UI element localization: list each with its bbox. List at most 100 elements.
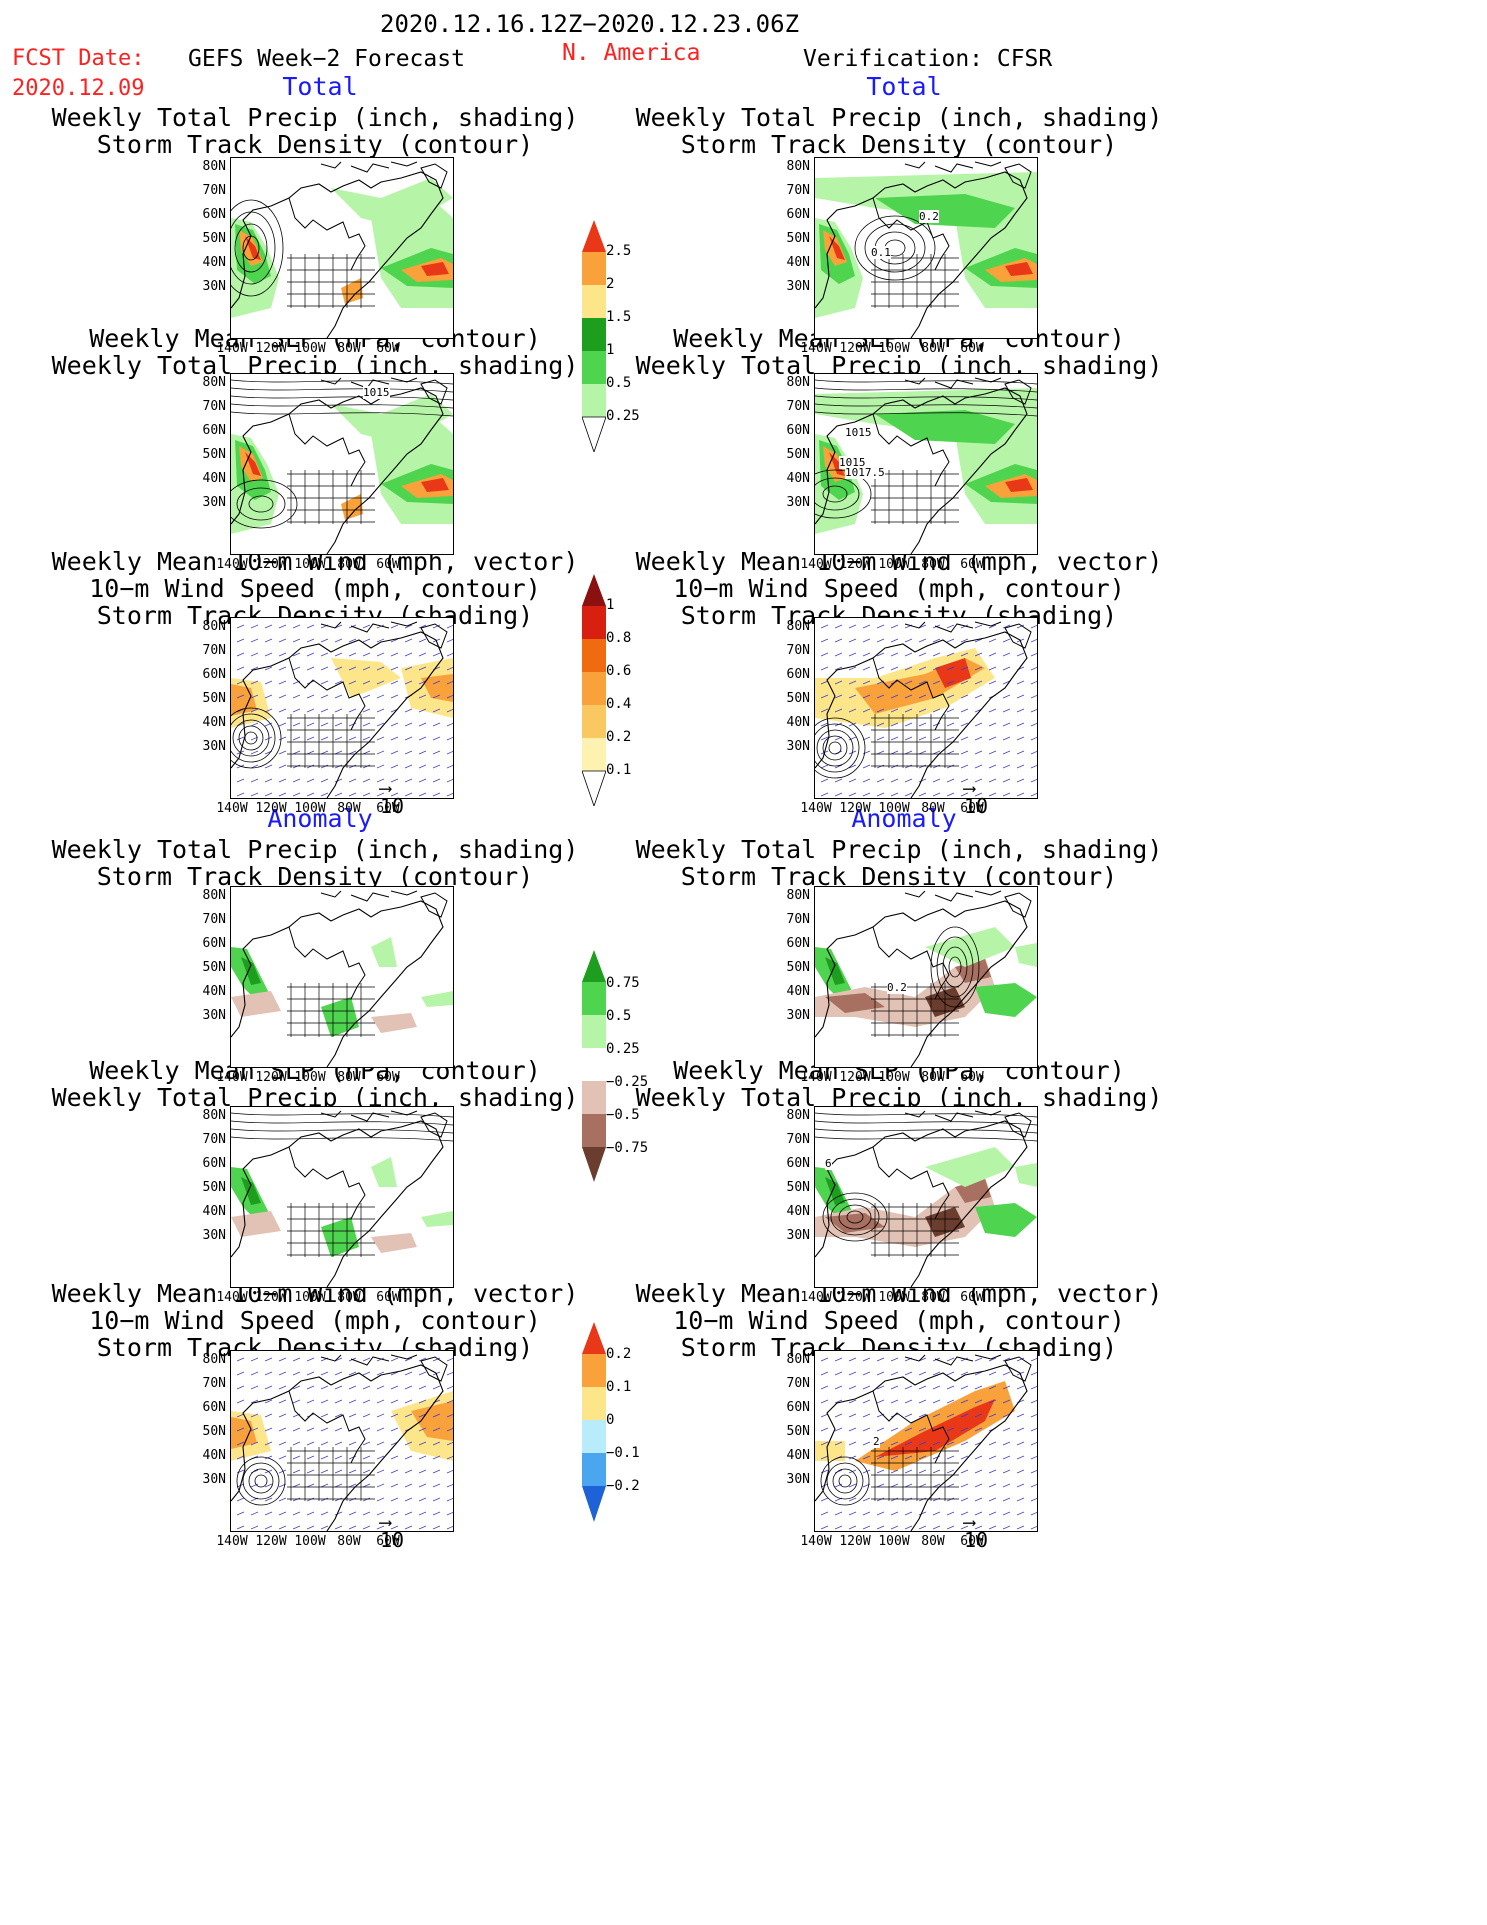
- lat-tick-label: 80N: [202, 1352, 226, 1367]
- lat-tick-label: 70N: [786, 643, 810, 658]
- colorbar-label: 0.2: [606, 1346, 632, 1362]
- lat-tick-label: 80N: [202, 159, 226, 174]
- map-total-fcst-precip-storm: [230, 157, 454, 339]
- lat-tick-label: 50N: [786, 1424, 810, 1439]
- contour-label: 0.1: [871, 246, 891, 259]
- colorbar-label: 0.6: [606, 663, 632, 679]
- lat-tick-label: 50N: [202, 231, 226, 246]
- lon-tick-label: 140W: [800, 1070, 832, 1085]
- arrow-icon: ⟶: [380, 778, 391, 799]
- lon-tick-label: 100W: [294, 801, 326, 816]
- lon-tick-label: 100W: [878, 341, 910, 356]
- lon-tick-label: 120W: [839, 557, 871, 572]
- colorbar-label: 2.5: [606, 243, 632, 259]
- lat-tick-label: 60N: [202, 667, 226, 682]
- lat-tick-label: 50N: [786, 691, 810, 706]
- lat-tick-label: 40N: [786, 715, 810, 730]
- section-total-right: Total: [866, 72, 942, 101]
- lon-tick-label: 140W: [216, 557, 248, 572]
- panel-title: Weekly Total Precip (inch, shading) Stor…: [51, 103, 579, 159]
- lat-tick-label: 30N: [786, 1008, 810, 1023]
- lat-tick-label: 50N: [202, 960, 226, 975]
- map-total-fcst-slp-precip: 1015: [230, 373, 454, 555]
- section-anomaly-left: Anomaly: [267, 804, 373, 833]
- map-anom-verif-slp-precip: 6: [814, 1106, 1038, 1288]
- lat-tick-label: 80N: [202, 375, 226, 390]
- lon-tick-label: 140W: [800, 801, 832, 816]
- vector-reference: ⟶ 10: [964, 780, 988, 819]
- map-anom-fcst-slp-precip: [230, 1106, 454, 1288]
- colorbar-storm-anomaly: [582, 1322, 606, 1522]
- lat-tick-label: 60N: [202, 936, 226, 951]
- section-total-left: Total: [282, 72, 358, 101]
- lon-tick-label: 140W: [800, 1290, 832, 1305]
- colorbar-label: −0.25: [606, 1074, 649, 1090]
- colorbar-label: 0.25: [606, 1041, 640, 1057]
- lat-tick-label: 80N: [202, 619, 226, 634]
- panel-title: Weekly Mean 10−m Wind (mph, vector) 10−m…: [51, 547, 579, 630]
- colorbar-label: 0.1: [606, 762, 632, 778]
- panel-title: Weekly Total Precip (inch, shading) Stor…: [51, 835, 579, 891]
- contour-label: 0.2: [919, 210, 939, 223]
- lat-tick-label: 80N: [202, 1108, 226, 1123]
- lat-tick-label: 60N: [786, 207, 810, 222]
- lat-tick-label: 30N: [202, 739, 226, 754]
- lon-tick-label: 80W: [337, 1290, 361, 1305]
- vector-reference-value: 10: [380, 1528, 405, 1552]
- colorbar-label: 0.4: [606, 696, 632, 712]
- lon-tick-label: 80W: [921, 1290, 945, 1305]
- lat-tick-label: 50N: [202, 1424, 226, 1439]
- colorbar-label: 0.8: [606, 630, 632, 646]
- lat-tick-label: 30N: [786, 279, 810, 294]
- fcst-date-label: FCST Date:: [12, 46, 145, 71]
- colorbar-label: 0.5: [606, 1008, 632, 1024]
- contour-label: 1015: [839, 456, 866, 469]
- lon-tick-label: 100W: [294, 1534, 326, 1549]
- map-anom-verif-precip-storm: 0.2: [814, 886, 1038, 1068]
- lat-tick-label: 70N: [202, 1376, 226, 1391]
- contour-label: 6: [825, 1157, 832, 1170]
- lon-tick-label: 100W: [294, 557, 326, 572]
- lon-tick-label: 140W: [216, 801, 248, 816]
- colorbar-label: −0.1: [606, 1445, 640, 1461]
- lat-tick-label: 50N: [786, 960, 810, 975]
- lat-tick-label: 30N: [786, 739, 810, 754]
- colorbar-storm-total: [582, 574, 606, 806]
- lat-tick-label: 50N: [786, 231, 810, 246]
- lon-tick-label: 140W: [216, 1534, 248, 1549]
- map-total-fcst-wind: [230, 617, 454, 799]
- lat-tick-label: 30N: [202, 1008, 226, 1023]
- lon-tick-label: 120W: [839, 1534, 871, 1549]
- lon-tick-label: 60W: [960, 801, 984, 816]
- lat-tick-label: 50N: [786, 1180, 810, 1195]
- lat-tick-label: 30N: [202, 1472, 226, 1487]
- lat-tick-label: 50N: [202, 1180, 226, 1195]
- lon-tick-label: 60W: [376, 1070, 400, 1085]
- lon-tick-label: 140W: [216, 1070, 248, 1085]
- colorbar-label: 1: [606, 342, 615, 358]
- lat-tick-label: 70N: [202, 643, 226, 658]
- lat-tick-label: 40N: [202, 255, 226, 270]
- lat-tick-label: 80N: [786, 888, 810, 903]
- lon-tick-label: 120W: [839, 801, 871, 816]
- vector-reference-value: 10: [964, 1528, 989, 1552]
- colorbar-label: 0.1: [606, 1379, 632, 1395]
- lon-tick-label: 100W: [878, 557, 910, 572]
- map-anom-fcst-wind: [230, 1350, 454, 1532]
- lat-tick-label: 70N: [202, 1132, 226, 1147]
- lat-tick-label: 70N: [786, 912, 810, 927]
- lon-tick-label: 80W: [921, 1534, 945, 1549]
- colorbar-label: 2: [606, 276, 615, 292]
- lat-tick-label: 60N: [202, 207, 226, 222]
- lon-tick-label: 60W: [960, 1534, 984, 1549]
- lat-tick-label: 40N: [786, 984, 810, 999]
- lat-tick-label: 60N: [202, 1156, 226, 1171]
- contour-label: 2: [873, 1435, 880, 1448]
- lon-tick-label: 60W: [960, 557, 984, 572]
- colorbar-label: 0.75: [606, 975, 640, 991]
- lat-tick-label: 80N: [786, 619, 810, 634]
- lat-tick-label: 60N: [786, 667, 810, 682]
- contour-label: 0.2: [887, 981, 907, 994]
- lon-tick-label: 80W: [921, 801, 945, 816]
- lon-tick-label: 140W: [800, 1534, 832, 1549]
